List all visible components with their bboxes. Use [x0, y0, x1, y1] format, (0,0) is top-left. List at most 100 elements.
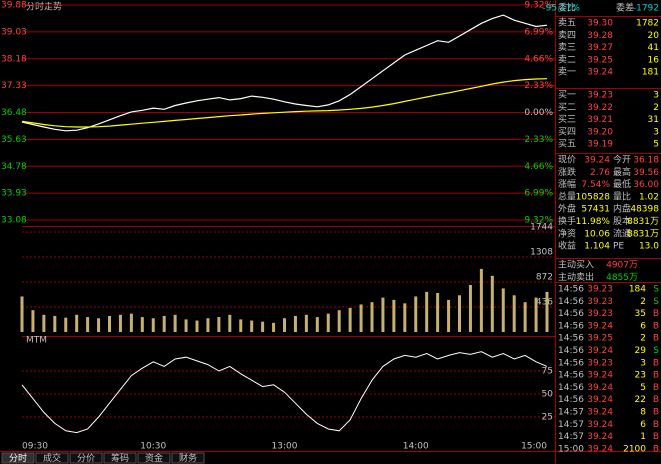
trade-side: B: [653, 444, 659, 454]
tab-label[interactable]: 筹码: [111, 452, 129, 464]
tab[interactable]: [1, 452, 35, 464]
volume-bar: [75, 314, 79, 332]
volume-bar: [42, 314, 46, 332]
order-summary: 委差: [616, 2, 634, 14]
y-tick-label: 25: [542, 413, 553, 423]
y-tick-label: 50: [542, 390, 554, 400]
y-tick-label: 33.08: [1, 216, 27, 226]
y-tick-label: 38.18: [1, 54, 27, 64]
trade-volume: 2100: [623, 444, 646, 454]
volume-bar: [414, 296, 418, 332]
y-tick-label: 37.33: [1, 81, 27, 91]
volume-bar: [20, 296, 24, 332]
trade-time: 14:56: [558, 395, 584, 405]
volume-bar: [501, 288, 505, 332]
stat-label: 涨幅: [558, 178, 576, 190]
volume-bar: [184, 319, 188, 332]
trade-side: S: [653, 346, 659, 356]
volume-bar: [64, 317, 68, 332]
volume-bar: [392, 299, 396, 332]
trade-price: 39.25: [587, 334, 613, 344]
y-tick-label: 39.03: [1, 27, 27, 37]
stat-label: 外盘: [558, 203, 576, 215]
tab[interactable]: [103, 452, 137, 464]
volume-bar: [490, 275, 494, 332]
flow-label: 主动卖出: [558, 271, 594, 283]
book-volume: 41: [648, 43, 659, 53]
book-label: 卖三: [558, 42, 576, 53]
tab-label[interactable]: 分价: [77, 453, 95, 464]
book-label: 卖四: [558, 30, 576, 41]
stat-label: 总量: [558, 190, 576, 202]
y2-tick-label: 4.66%: [524, 54, 553, 64]
flow-value: 4907万: [606, 261, 638, 271]
volume-bar: [239, 319, 243, 332]
book-price: 39.21: [587, 115, 613, 125]
volume-bar: [458, 295, 461, 332]
stat-value: 1.02: [639, 192, 659, 202]
stat-value: 36.00: [633, 180, 659, 190]
stat-label: 涨跌: [558, 167, 576, 178]
trade-volume: 6: [640, 321, 646, 331]
volume-bar: [479, 268, 483, 332]
volume-bar: [545, 291, 549, 332]
book-price: 39.19: [587, 140, 613, 150]
stat-value: 36.18: [633, 156, 659, 166]
volume-bar: [370, 302, 374, 332]
tab[interactable]: [171, 452, 205, 464]
stat-value: 39.24: [584, 156, 610, 166]
trade-time: 14:56: [558, 346, 584, 356]
trade-volume: 8: [640, 408, 646, 418]
trade-volume: 1: [640, 432, 646, 442]
tab[interactable]: [35, 452, 69, 464]
stat-value: 57431: [581, 205, 610, 215]
trade-price: 39.24: [587, 371, 613, 381]
trade-volume: 2: [640, 297, 646, 307]
trade-side: B: [653, 432, 659, 442]
book-price: 39.28: [587, 31, 613, 41]
stat-label: 今开: [613, 154, 631, 166]
tab-label[interactable]: 财务: [179, 452, 197, 464]
volume-bar: [195, 320, 199, 332]
tab[interactable]: [137, 452, 171, 464]
book-volume: 181: [642, 68, 659, 78]
book-label: 买三: [558, 114, 576, 125]
stat-label: 现价: [558, 155, 576, 166]
stat-label: 收益: [558, 240, 576, 252]
trade-time: 14:56: [558, 297, 584, 307]
volume-bar: [436, 293, 440, 332]
trade-volume: 29: [635, 346, 647, 356]
tab-label[interactable]: 资金: [145, 452, 163, 464]
y2-tick-label: 2.33%: [524, 135, 553, 145]
stat-label: PE: [613, 242, 624, 252]
volume-bar: [140, 317, 144, 332]
tab-label[interactable]: 成交: [43, 452, 61, 464]
y2-tick-label: 6.99%: [524, 189, 553, 199]
stat-label: 最高: [613, 166, 631, 178]
trade-time: 14:56: [558, 358, 584, 368]
tab-label[interactable]: 分时: [9, 452, 27, 464]
book-label: 卖一: [558, 67, 576, 78]
stat-label: 流通: [613, 227, 631, 239]
trade-volume: 22: [635, 395, 646, 405]
trade-side: B: [653, 383, 659, 393]
volume-bar: [173, 314, 177, 332]
trade-time: 14:56: [558, 321, 584, 331]
trade-volume: 5: [640, 383, 646, 393]
order-summary: 委比: [558, 2, 576, 14]
book-price: 39.22: [587, 103, 613, 113]
trade-price: 39.24: [587, 444, 613, 454]
tab[interactable]: [69, 452, 103, 464]
book-price: 39.20: [587, 127, 613, 137]
volume-bar: [86, 317, 90, 332]
volume-bar: [348, 307, 352, 332]
stat-label: 最低: [613, 178, 631, 190]
x-tick-label: 14:00: [403, 442, 429, 452]
trade-price: 39.24: [587, 432, 613, 442]
stat-value: 8831万: [627, 229, 659, 239]
trade-price: 39.24: [587, 383, 613, 393]
trade-side: B: [653, 408, 659, 418]
volume-bar: [261, 321, 265, 332]
y-tick-label: 1744: [530, 223, 553, 233]
stat-value: 10.06: [584, 229, 610, 239]
